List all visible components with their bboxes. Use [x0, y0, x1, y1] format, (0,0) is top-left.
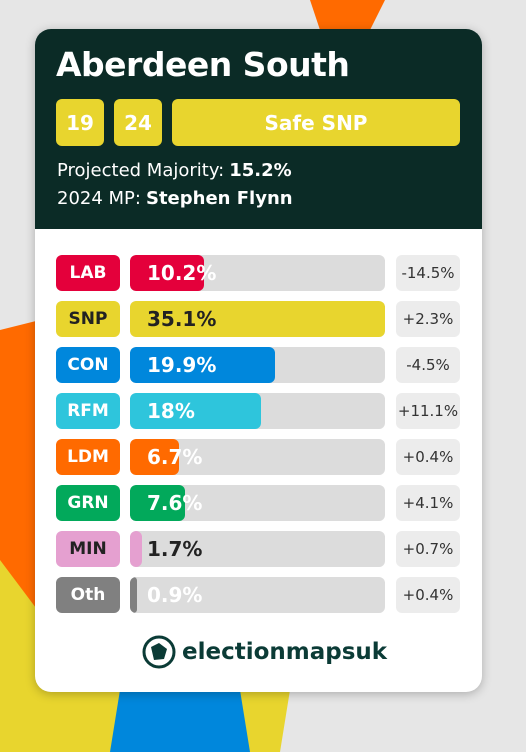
change: +4.1% — [396, 485, 460, 521]
majority: Projected Majority: 15.2% — [57, 160, 292, 181]
map-region — [240, 690, 290, 752]
result-row: GRN 7.6% +4.1% — [56, 485, 460, 521]
bar-track: 6.7% — [130, 439, 385, 475]
change: -14.5% — [396, 255, 460, 291]
badge: 24 — [114, 99, 162, 146]
vote-share: 0.9% — [147, 583, 203, 607]
result-row: LAB 10.2% -14.5% — [56, 255, 460, 291]
bar — [130, 393, 261, 429]
change: -4.5% — [396, 347, 460, 383]
bar — [130, 301, 385, 337]
mp-name: Stephen Flynn — [145, 188, 293, 209]
logo-icon — [142, 635, 176, 669]
party-code: Oth — [56, 577, 120, 613]
badge: 19 — [56, 99, 104, 146]
bar-track: 0.9% — [130, 577, 385, 613]
logo: electionmapsuk — [142, 635, 387, 669]
majority-value: 15.2% — [229, 160, 292, 181]
bar — [130, 347, 275, 383]
party-code: CON — [56, 347, 120, 383]
change: +0.7% — [396, 531, 460, 567]
bar — [130, 255, 205, 291]
party-code: GRN — [56, 485, 120, 521]
vote-share: 35.1% — [147, 307, 217, 331]
bar-track: 7.6% — [130, 485, 385, 521]
party-code: MIN — [56, 531, 120, 567]
party-code: LAB — [56, 255, 120, 291]
mp: 2024 MP: Stephen Flynn — [57, 188, 293, 209]
vote-share: 18% — [147, 399, 195, 423]
result-row: SNP 35.1% +2.3% — [56, 301, 460, 337]
change: +11.1% — [396, 393, 460, 429]
card-header: Aberdeen South 19 24 Safe SNP Projected … — [35, 29, 482, 229]
bar — [130, 439, 179, 475]
map-region — [110, 690, 260, 752]
badge: Safe SNP — [172, 99, 460, 146]
vote-share: 1.7% — [147, 537, 203, 561]
change: +0.4% — [396, 439, 460, 475]
result-row: MIN 1.7% +0.7% — [56, 531, 460, 567]
vote-share: 6.7% — [147, 445, 203, 469]
change: +0.4% — [396, 577, 460, 613]
party-code: LDM — [56, 439, 120, 475]
result-row: LDM 6.7% +0.4% — [56, 439, 460, 475]
majority-label: Projected Majority: — [57, 160, 225, 181]
map-region — [310, 0, 385, 30]
bar-track: 19.9% — [130, 347, 385, 383]
vote-share: 19.9% — [147, 353, 217, 377]
result-row: Oth 0.9% +0.4% — [56, 577, 460, 613]
result-row: CON 19.9% -4.5% — [56, 347, 460, 383]
bar — [130, 577, 137, 613]
bar-track: 35.1% — [130, 301, 385, 337]
bar-track: 10.2% — [130, 255, 385, 291]
bar-track: 1.7% — [130, 531, 385, 567]
logo-text: electionmapsuk — [182, 639, 388, 665]
vote-share: 7.6% — [147, 491, 203, 515]
title: Aberdeen South — [56, 45, 350, 84]
vote-share: 10.2% — [147, 261, 217, 285]
result-row: RFM 18% +11.1% — [56, 393, 460, 429]
party-code: RFM — [56, 393, 120, 429]
constituency-card: Aberdeen South 19 24 Safe SNP Projected … — [35, 29, 482, 692]
bar-track: 18% — [130, 393, 385, 429]
party-code: SNP — [56, 301, 120, 337]
bar — [130, 531, 143, 567]
change: +2.3% — [396, 301, 460, 337]
mp-label: 2024 MP: — [57, 188, 141, 209]
bar — [130, 485, 186, 521]
